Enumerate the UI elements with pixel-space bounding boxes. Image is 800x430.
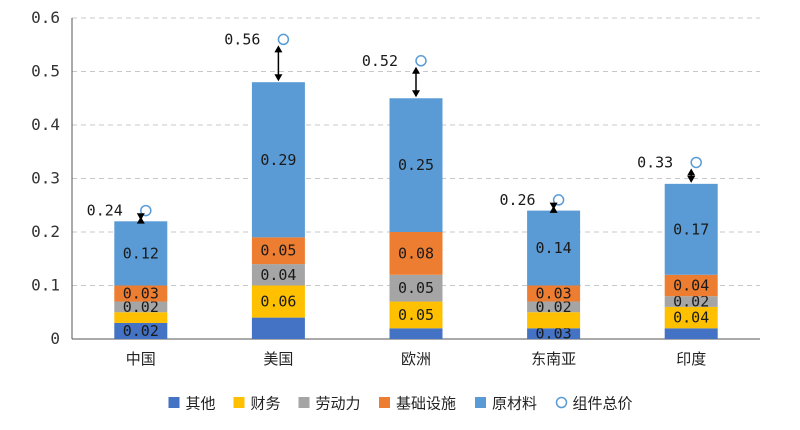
data-label: 0.04	[260, 266, 296, 284]
data-label: 0.08	[398, 244, 434, 262]
bar-segment	[527, 301, 581, 313]
y-tick-label: 0	[50, 329, 60, 348]
arrow-head-down	[412, 90, 420, 98]
legend-swatch	[555, 396, 568, 409]
bar-segment	[389, 98, 443, 232]
total-label: 0.52	[362, 52, 398, 70]
legend-label: 财务	[251, 395, 281, 413]
arrow-head-down	[136, 213, 145, 221]
data-label: 0.05	[260, 242, 296, 260]
bar-segment	[389, 328, 443, 339]
y-tick-label: 0.5	[31, 62, 60, 81]
data-label: 0.06	[260, 293, 296, 311]
x-tick-label: 印度	[676, 350, 706, 368]
arrow-head-up	[687, 168, 696, 176]
data-label: 0.02	[536, 298, 572, 316]
total-marker	[140, 204, 152, 217]
bar-segment	[664, 274, 718, 297]
y-axis: 0 0.1 0.2 0.3 0.4 0.5 0.6	[31, 8, 73, 348]
bar-segment	[664, 296, 718, 307]
x-tick-label: 美国	[263, 350, 293, 368]
total-marker	[690, 156, 702, 169]
bar-segment	[114, 312, 168, 323]
y-tick-label: 0.6	[31, 8, 60, 27]
legend-label: 劳动力	[316, 395, 361, 413]
total-marker	[277, 33, 290, 46]
bar-segment	[389, 232, 443, 275]
data-label: 0.12	[123, 244, 159, 262]
total-markers: 0.24 0.56 0.52 0.26 0.33	[87, 30, 702, 224]
data-label: 0.04	[673, 309, 709, 327]
bar-segment	[251, 317, 305, 339]
bar-segment	[114, 221, 168, 286]
bar-segment	[527, 210, 581, 286]
legend-label: 原材料	[492, 395, 537, 413]
bar-segment	[251, 237, 305, 265]
bar-segment	[527, 312, 581, 329]
legend-swatch	[379, 397, 390, 408]
bar-segment	[664, 306, 718, 329]
data-label: 0.05	[398, 279, 434, 297]
bar-segment	[527, 285, 581, 302]
data-label: 0.04	[673, 277, 709, 295]
y-tick-label: 0.4	[31, 115, 60, 134]
data-label: 0.14	[536, 239, 572, 257]
data-label: 0.17	[673, 220, 709, 238]
legend-label: 组件总价	[573, 395, 633, 413]
arrow-head-down	[549, 202, 558, 210]
bar-segment	[114, 285, 168, 302]
total-label: 0.26	[499, 191, 535, 209]
legend-swatch	[298, 397, 310, 408]
x-axis: 中国 美国 欧洲 东南亚 印度	[72, 338, 760, 368]
bar-segment	[114, 322, 168, 339]
data-label: 0.05	[398, 306, 434, 324]
bar-segment	[664, 183, 718, 275]
total-marker	[552, 194, 565, 206]
data-label: 0.29	[260, 151, 296, 169]
y-tick-label: 0.3	[31, 169, 60, 188]
bar-segment	[251, 82, 305, 238]
bar-segment	[251, 285, 305, 318]
bar-segment	[251, 264, 305, 286]
y-tick-label: 0.2	[31, 222, 60, 241]
data-label: 0.25	[398, 156, 434, 174]
data-label: 0.02	[123, 322, 159, 340]
data-label: 0.02	[673, 293, 709, 311]
total-marker	[415, 55, 427, 67]
bar-segment	[527, 328, 581, 339]
data-label: 0.03	[536, 285, 572, 303]
data-label: 0.03	[123, 285, 159, 303]
y-tick-label: 0.1	[31, 276, 60, 295]
legend: 其他 财务 劳动力 基础设施 原材料 组件总价	[168, 395, 633, 413]
arrow-head-down	[274, 74, 283, 82]
arrow-head-up	[274, 45, 283, 53]
arrow-head-down	[687, 175, 696, 183]
bar-segment	[114, 301, 168, 313]
legend-label: 其他	[186, 395, 216, 413]
legend-swatch	[475, 397, 486, 408]
x-tick-label: 东南亚	[531, 350, 576, 368]
bar-segment	[389, 301, 443, 329]
x-tick-label: 欧洲	[401, 350, 431, 368]
legend-label: 基础设施	[396, 395, 456, 413]
bar-segment	[389, 274, 443, 302]
bars: 0.020.020.030.120.060.040.050.290.050.05…	[114, 82, 718, 343]
data-label: 0.03	[536, 325, 572, 343]
bar-segment	[664, 328, 718, 339]
data-label: 0.02	[123, 298, 159, 316]
total-label: 0.56	[224, 30, 260, 48]
x-tick-label: 中国	[126, 350, 156, 368]
legend-swatch	[233, 397, 245, 408]
arrow-head-up	[412, 66, 420, 74]
total-label: 0.24	[87, 202, 123, 220]
legend-swatch	[168, 397, 180, 408]
total-label: 0.33	[637, 153, 673, 171]
